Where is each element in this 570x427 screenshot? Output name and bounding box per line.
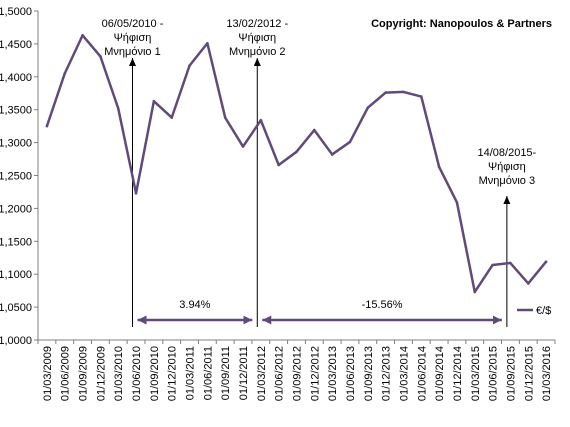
- x-tick-label: 01/09/2014: [434, 346, 446, 401]
- x-tick-label: 01/03/2009: [42, 346, 54, 401]
- x-tick-label: 01/03/2011: [185, 346, 197, 400]
- y-axis: 1,0000 1,0500 1,1000 1,1500 1,2000 1,2500 1,30…: [0, 6, 39, 347]
- data-point: [45, 124, 49, 128]
- data-point: [437, 165, 441, 169]
- x-tick-label: 01/06/2013: [345, 346, 357, 401]
- x-tick-label: 01/12/2010: [167, 346, 179, 401]
- data-point: [526, 282, 530, 285]
- x-tick-label: 01/03/2010: [113, 346, 125, 401]
- y-tick-label: 1,3500: [0, 105, 32, 117]
- x-tick-label: 01/06/2012: [274, 346, 286, 401]
- data-point: [544, 260, 548, 263]
- x-tick-label: 01/03/2012: [256, 346, 268, 401]
- data-point: [295, 150, 298, 154]
- data-point: [402, 90, 405, 94]
- data-point: [455, 201, 459, 204]
- x-axis: 01/03/2009 01/06/2009 01/09/2009 01/12/2009…: [37, 339, 556, 401]
- annotation-label: 06/05/2010 -: [102, 18, 164, 30]
- data-point: [188, 64, 191, 67]
- legend-label: €/$: [536, 305, 551, 317]
- annotation-label: 14/08/2015-: [478, 147, 537, 159]
- x-tick-label: 01/09/2015: [505, 346, 517, 401]
- x-tick-label: 01/06/2009: [60, 346, 72, 401]
- data-point: [259, 118, 263, 122]
- legend: €/$: [517, 305, 551, 317]
- data-point: [170, 116, 174, 119]
- annotation-label: 13/02/2012 -: [226, 18, 288, 30]
- annotations: 06/05/2010 - Ψήφιση Μνημόνιο 1 13/02/2012 -…: [102, 18, 537, 327]
- annotation-label: Ψήφιση: [114, 32, 152, 44]
- data-point: [116, 107, 120, 110]
- x-tick-label: 01/09/2011: [220, 346, 232, 400]
- series-area: [45, 34, 548, 294]
- x-tick-label: 01/06/2010: [131, 346, 143, 401]
- data-point: [330, 153, 334, 156]
- annotation-label: Μνημόνιο 1: [104, 46, 160, 58]
- data-point: [366, 106, 370, 110]
- y-tick-label: 1,3000: [0, 138, 32, 150]
- series-line: [45, 34, 548, 294]
- annotation-label: Μνημόνιο 2: [229, 46, 285, 58]
- data-point: [277, 163, 280, 167]
- y-tick-label: 1,4000: [0, 72, 32, 84]
- x-tick-label: 01/03/2015: [470, 346, 482, 401]
- x-tick-label: 01/03/2014: [398, 346, 410, 401]
- x-tick-label: 01/06/2014: [416, 346, 428, 401]
- data-point: [384, 91, 387, 94]
- annotation-label: Ψήφιση: [488, 161, 526, 173]
- annotation-label: Ψήφιση: [238, 32, 276, 44]
- data-point: [134, 191, 138, 195]
- data-point: [152, 99, 156, 103]
- data-point: [473, 290, 477, 294]
- x-tick-label: 01/12/2013: [381, 346, 393, 401]
- x-tick-label: 01/09/2012: [292, 346, 304, 401]
- data-point: [419, 95, 423, 98]
- x-tick-label: 01/12/2014: [452, 346, 464, 401]
- y-tick-label: 1,0500: [0, 302, 32, 314]
- x-tick-label: 01/09/2010: [149, 346, 161, 401]
- range-label: -15.56%: [362, 299, 403, 311]
- x-tick-label: 01/12/2012: [309, 346, 321, 401]
- data-point: [509, 261, 512, 265]
- data-point: [81, 34, 84, 37]
- x-tick-label: 01/12/2011: [238, 346, 250, 400]
- range-label: 3.94%: [179, 299, 210, 311]
- y-tick-label: 1,5000: [0, 6, 32, 18]
- x-tick-label: 01/06/2011: [202, 346, 214, 400]
- y-tick-label: 1,4500: [0, 39, 32, 51]
- x-tick-label: 01/06/2015: [488, 346, 500, 401]
- y-tick-label: 1,1000: [0, 269, 32, 281]
- data-point: [241, 145, 245, 148]
- data-point: [63, 72, 67, 75]
- x-tick-label: 01/03/2016: [541, 346, 553, 401]
- x-tick-label: 01/03/2013: [327, 346, 339, 401]
- y-tick-label: 1,2000: [0, 203, 32, 215]
- y-tick-label: 1,0000: [0, 335, 32, 347]
- x-tick-label: 01/12/2015: [523, 346, 535, 401]
- annotation-label: Μνημόνιο 3: [479, 175, 535, 187]
- data-point: [491, 263, 494, 267]
- data-point: [223, 116, 227, 119]
- y-tick-label: 1,1500: [0, 236, 32, 248]
- x-tick-label: 01/09/2013: [363, 346, 375, 401]
- data-point: [99, 55, 102, 58]
- x-tick-label: 01/12/2009: [95, 346, 107, 401]
- copyright-text: Copyright: Nanopoulos & Partners: [371, 18, 552, 30]
- data-point: [313, 128, 316, 132]
- y-tick-label: 1,2500: [0, 171, 32, 183]
- x-tick-label: 01/09/2009: [78, 346, 90, 401]
- data-point: [348, 140, 352, 144]
- data-point: [206, 41, 209, 45]
